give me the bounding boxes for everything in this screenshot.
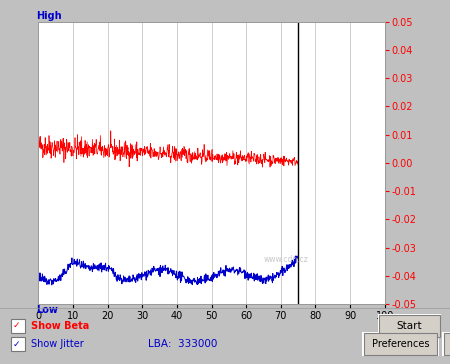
Text: Show Jitter: Show Jitter	[31, 339, 83, 349]
Text: ✓: ✓	[13, 321, 20, 330]
Text: Low: Low	[36, 305, 58, 314]
Text: Show Beta: Show Beta	[31, 321, 89, 331]
Text: Preferences: Preferences	[372, 339, 429, 349]
Text: LBA:  333000: LBA: 333000	[148, 339, 218, 349]
Text: ✓: ✓	[13, 340, 20, 348]
Text: Start: Start	[397, 321, 422, 331]
Text: www.cdn.cz: www.cdn.cz	[264, 255, 308, 264]
Text: High: High	[36, 11, 62, 21]
